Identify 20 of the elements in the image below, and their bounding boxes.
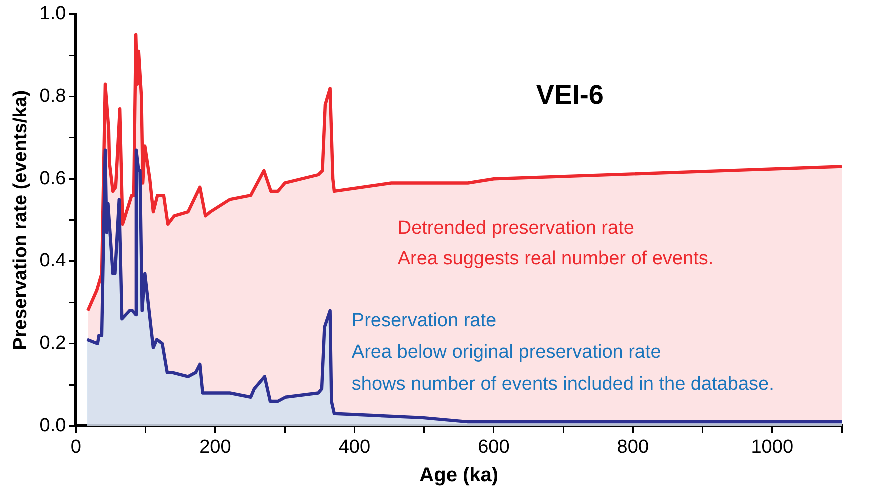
y-tick-label: 0.6 [40, 168, 66, 190]
y-tick-label: 1.0 [40, 4, 66, 25]
text: VEI-6 [536, 80, 604, 110]
x-tick-label: 600 [478, 436, 510, 458]
annotation: Area suggests real number of events. [398, 248, 714, 270]
y-tick-label: 0.2 [40, 333, 66, 354]
x-tick-label: 0 [70, 436, 82, 458]
annotation: Detrended preservation rate [398, 218, 634, 239]
y-tick-label: 0.4 [40, 250, 67, 272]
annotation: shows number of events included in the database. [352, 374, 774, 395]
x-axis-title: Age (ka) [420, 464, 499, 487]
annotation: Preservation rate [352, 310, 497, 332]
annotation: Area below original preservation rate [352, 342, 662, 364]
x-tick-label: 200 [200, 436, 232, 458]
y-tick-label: 0.8 [40, 86, 66, 107]
x-tick-label: 1000 [751, 436, 794, 458]
y-axis-title: Preservation rate (events/ka) [10, 90, 32, 350]
y-tick-label: 0.0 [40, 415, 66, 436]
x-tick-label: 800 [617, 436, 649, 458]
x-tick-label: 400 [338, 436, 371, 458]
